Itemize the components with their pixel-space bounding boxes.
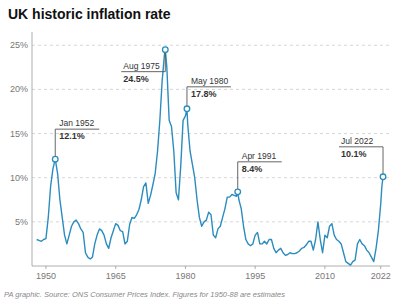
y-axis-line — [32, 32, 33, 266]
annotation-marker — [52, 156, 58, 162]
grid-line — [32, 177, 390, 178]
y-tick-label: 10% — [10, 173, 28, 183]
leader-line — [237, 162, 238, 192]
x-tick — [324, 266, 325, 269]
annotation-date: Jul 2022 — [341, 136, 373, 146]
x-tick-label: 2010 — [315, 271, 335, 281]
grid-line — [32, 221, 390, 222]
chart: UK historic inflation rate 5% 10% 15% 20% 25%… — [0, 0, 400, 302]
title: UK historic inflation rate — [8, 6, 171, 22]
y-tick-label: 15% — [10, 129, 28, 139]
annotation-marker — [162, 47, 168, 53]
annotation-date: Jan 1952 — [59, 118, 94, 128]
x-tick-label: 1995 — [245, 271, 265, 281]
x-tick — [115, 266, 116, 269]
annotation-marker — [380, 174, 386, 180]
x-tick — [380, 266, 381, 269]
annotation-marker — [235, 189, 241, 195]
grid — [32, 45, 390, 222]
x-tick — [45, 266, 46, 269]
y-tick-label: 25% — [10, 40, 28, 50]
plot-area — [37, 50, 383, 265]
x-axis-line — [32, 266, 390, 267]
x-tick-label: 1980 — [175, 271, 195, 281]
annotation-value: 17.8% — [191, 89, 217, 99]
annotation-value: 24.5% — [123, 74, 149, 84]
y-tick-label: 5% — [15, 217, 28, 227]
x-tick-label: 1965 — [106, 271, 126, 281]
leader-line — [121, 71, 165, 72]
annotation-date: May 1980 — [191, 76, 229, 86]
annotation-value: 8.4% — [242, 164, 263, 174]
leader-line — [55, 129, 99, 130]
inflation-line — [37, 50, 383, 265]
grid-line — [32, 133, 390, 134]
x-tick-label: 2022 — [371, 271, 391, 281]
x-tick — [255, 266, 256, 269]
annotation-value: 12.1% — [59, 131, 85, 141]
leader-line — [187, 86, 231, 87]
x-tick-label: 1950 — [36, 271, 56, 281]
leader-line — [339, 146, 383, 147]
annotation-date: Aug 1975 — [123, 61, 160, 71]
annotation-marker — [184, 106, 190, 112]
grid-line — [32, 45, 390, 46]
x-tick — [185, 266, 186, 269]
annotations: Jan 1952 12.1% Aug 1975 24.5% May 1980 17.8% A… — [52, 47, 385, 195]
y-tick-label: 20% — [10, 84, 28, 94]
leader-line — [238, 161, 282, 162]
leader-line — [55, 129, 56, 159]
leader-line — [383, 147, 384, 177]
source: PA graphic. Source: ONS Consumer Prices … — [4, 290, 285, 299]
annotation-date: Apr 1991 — [242, 151, 277, 161]
annotation-value: 10.1% — [341, 149, 367, 159]
